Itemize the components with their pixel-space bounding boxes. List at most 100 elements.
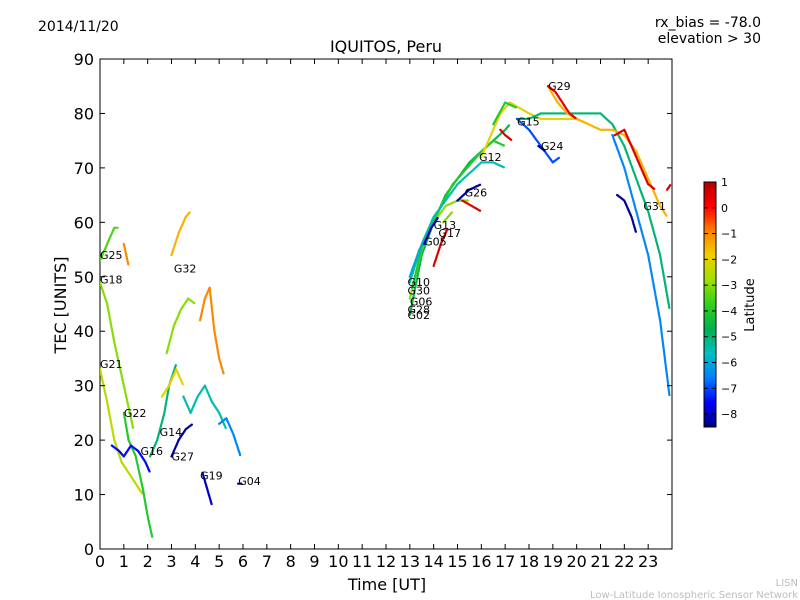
series-g15: [515, 112, 671, 310]
data-point: [668, 393, 671, 397]
elevation-label: elevation > 30: [658, 31, 761, 47]
series-g04: [237, 482, 243, 485]
credit-network: Low-Latitude Ionospheric Sensor Network: [590, 590, 798, 600]
data-point: [174, 364, 177, 367]
data-point: [478, 183, 482, 186]
data-point: [502, 166, 505, 169]
x-tick-label: 14: [423, 552, 443, 571]
colorbar: [703, 181, 717, 428]
data-point: [466, 199, 470, 202]
satellite-label: G22: [124, 407, 147, 420]
satellite-label: G14: [160, 426, 183, 439]
series-g31b: [616, 193, 637, 233]
colorbar-tick-label: −5: [721, 331, 737, 344]
series-g17: [432, 227, 449, 268]
y-tick-label: 70: [74, 159, 94, 178]
data-point: [502, 144, 505, 147]
data-point: [543, 149, 546, 152]
x-tick-label: 9: [309, 552, 319, 571]
data-point: [148, 470, 151, 473]
colorbar-ticks: 1 0 −1 −2 −3 −4 −5 −6 −7 −8: [704, 176, 737, 421]
y-tick-label: 0: [84, 540, 94, 559]
y-tick-label: 20: [74, 431, 94, 450]
series-g05: [422, 216, 439, 246]
series-g21: [100, 368, 144, 495]
y-tick-label: 10: [74, 486, 94, 505]
satellite-label: G24: [541, 140, 564, 153]
series-g24b: [537, 144, 546, 152]
x-tick-label: 21: [590, 552, 610, 571]
y-axis-label: TEC [UNITS]: [51, 257, 70, 355]
series-g07: [499, 128, 513, 141]
series-g31: [611, 134, 671, 397]
x-tick-label: 5: [214, 552, 224, 571]
x-tick-label: 23: [638, 552, 658, 571]
colorbar-tick-label: −4: [721, 305, 737, 318]
data-point: [478, 209, 482, 212]
data-point: [436, 216, 439, 220]
data-marks: [100, 85, 672, 538]
x-tick-label: 16: [471, 552, 491, 571]
series-g32b: [165, 297, 196, 355]
satellite-label: G17: [438, 227, 461, 240]
colorbar-tick-label: 0: [721, 202, 728, 215]
satellite-label: G28: [407, 303, 430, 316]
x-tick-label: 13: [400, 552, 420, 571]
series-g01: [666, 184, 672, 191]
colorbar-tick-label: 1: [721, 176, 728, 189]
x-tick-label: 7: [262, 552, 272, 571]
x-tick-label: 19: [543, 552, 563, 571]
data-point: [446, 227, 449, 231]
y-axis: 0 10 20 30 40 50 60 70 80 90: [74, 50, 672, 559]
y-tick-label: 60: [74, 213, 94, 232]
data-point: [192, 301, 196, 305]
satellite-label: G30: [407, 284, 430, 297]
data-point: [634, 230, 637, 233]
x-tick-label: 22: [614, 552, 634, 571]
x-tick-label: 20: [566, 552, 586, 571]
colorbar-tick-label: −1: [721, 228, 737, 241]
series-g27: [170, 423, 193, 458]
series-g26b: [461, 199, 482, 212]
x-tick-label: 2: [143, 552, 153, 571]
data-point: [668, 184, 672, 187]
data-point: [514, 106, 517, 109]
data-point: [127, 263, 130, 266]
rx-bias-label: rx_bias = -78.0: [655, 15, 761, 31]
satellite-label: G02: [407, 309, 430, 322]
data-point: [507, 124, 511, 127]
x-tick-label: 8: [286, 552, 296, 571]
data-point: [668, 306, 671, 310]
series-g11: [198, 286, 225, 375]
colorbar-tick-label: −8: [721, 408, 737, 421]
series-g20: [160, 368, 184, 398]
satellite-label: G05: [424, 235, 447, 248]
y-tick-label: 40: [74, 322, 94, 341]
satellite-label: G21: [100, 358, 123, 371]
data-point: [150, 535, 154, 538]
x-tick-label: 3: [166, 552, 176, 571]
satellite-label: G04: [238, 475, 261, 488]
satellite-label: G10: [407, 276, 430, 289]
colorbar-tick-label: −2: [721, 253, 737, 266]
satellite-label: G15: [517, 116, 540, 129]
colorbar-tick-label: −6: [721, 357, 737, 370]
y-tick-label: 80: [74, 104, 94, 123]
satellite-label: G06: [410, 295, 433, 308]
satellite-label: G25: [100, 249, 123, 262]
data-point: [116, 226, 119, 229]
data-point: [574, 116, 577, 120]
x-tick-label: 6: [238, 552, 248, 571]
series-g23: [218, 417, 242, 457]
satellite-label: G29: [548, 80, 571, 93]
data-point: [188, 211, 191, 214]
x-tick-label: 11: [352, 552, 372, 571]
series-g26: [456, 183, 482, 202]
y-tick-label: 30: [74, 377, 94, 396]
satellite-label: G26: [465, 186, 488, 199]
series-g29b: [546, 85, 577, 120]
series-g19: [201, 471, 213, 506]
x-tick-label: 18: [519, 552, 539, 571]
x-tick-label: 0: [95, 552, 105, 571]
